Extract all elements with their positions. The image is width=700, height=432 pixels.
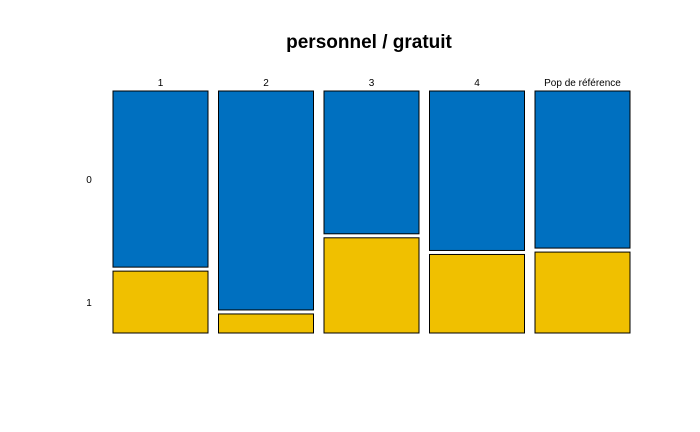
row-label-0: 0 — [86, 175, 92, 186]
tile-2-level-0 — [218, 90, 314, 311]
tile-4-level-1 — [429, 253, 525, 334]
tile-3-level-0 — [323, 90, 420, 235]
column-labels: 1 2 3 4 Pop de référence — [158, 78, 622, 89]
tile-4-level-0 — [429, 90, 525, 251]
column-label-2: 2 — [263, 78, 269, 89]
column-label-3: 3 — [369, 78, 375, 89]
row-label-1: 1 — [86, 298, 92, 309]
column-label-4: 4 — [474, 78, 480, 89]
row-labels: 01 — [86, 175, 92, 309]
chart-title: personnel / gratuit — [286, 32, 452, 53]
mosaic-tiles — [112, 90, 631, 334]
tile-1-level-1 — [112, 270, 209, 334]
tile-1-level-0 — [112, 90, 209, 268]
tile-pop-de-r-f-rence-level-1 — [534, 251, 631, 334]
column-label-pop-de-r-f-rence: Pop de référence — [544, 78, 621, 89]
tile-pop-de-r-f-rence-level-0 — [534, 90, 631, 249]
tile-3-level-1 — [323, 237, 420, 334]
column-label-1: 1 — [158, 78, 164, 89]
tile-2-level-1 — [218, 313, 314, 334]
